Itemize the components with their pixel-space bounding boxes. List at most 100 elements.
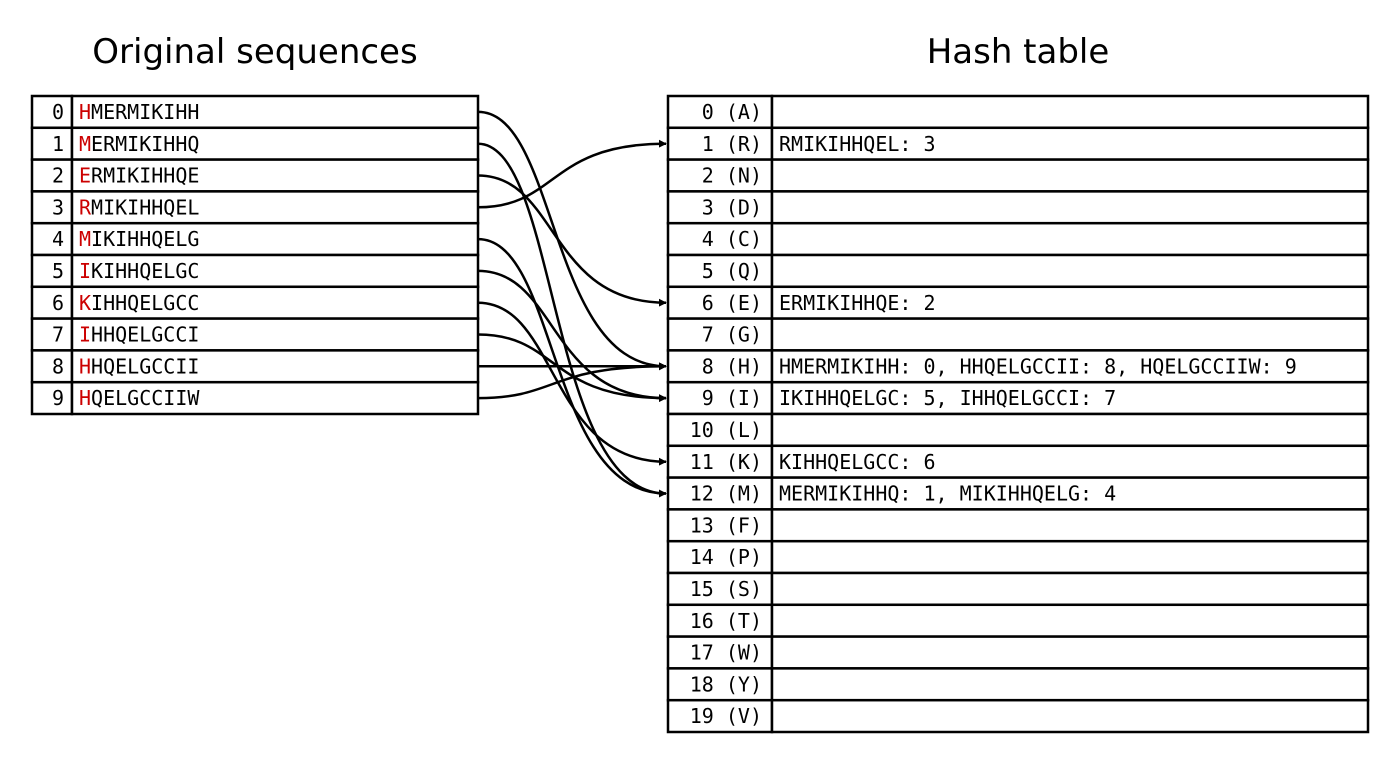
sequence-row: 2 ERMIKIHHQE <box>30 158 480 193</box>
hash-key: 19 (V) <box>690 704 762 728</box>
hash-value: IKIHHQELGC: 5, IHHQELGCCI: 7 <box>779 386 1116 410</box>
sequence-row: 9 HQELGCCIIW <box>30 380 480 416</box>
sequence-text: HQELGCCIIW <box>79 386 200 410</box>
hash-value-cell <box>770 94 1370 130</box>
hash-key: 1 (R) <box>702 132 762 156</box>
sequence-value-cell <box>70 317 480 352</box>
hash-value-cell <box>770 667 1370 702</box>
hash-key: 12 (M) <box>690 482 762 506</box>
hash-value-cell <box>770 698 1370 734</box>
sequence-row: 8 HHQELGCCII <box>30 349 480 384</box>
first-letter: M <box>79 227 91 251</box>
sequence-rest: HQELGCCII <box>91 354 199 378</box>
first-letter: H <box>79 386 91 410</box>
mapping-arrow <box>477 142 667 498</box>
hash-key: 17 (W) <box>690 641 762 665</box>
first-letter: H <box>79 354 91 378</box>
hash-row: 7 (G) <box>666 317 1370 352</box>
sequence-text: HMERMIKIHH <box>79 100 199 124</box>
hash-row: 1 (R) RMIKIHHQEL: 3 <box>666 126 1370 161</box>
hash-row: 17 (W) <box>666 635 1370 670</box>
hash-key: 16 (T) <box>690 609 762 633</box>
mapping-arrow <box>477 110 667 371</box>
hash-key: 18 (Y) <box>690 672 762 696</box>
sequence-row: 6 KIHHQELGCC <box>30 285 480 320</box>
sequence-index-cell <box>30 380 74 416</box>
mapping-arrow <box>477 301 667 466</box>
hash-table: 0 (A) 1 (R) RMIKIHHQEL: 3 2 (N) 3 (D) 4 (C) 5 … <box>666 94 1370 734</box>
hash-row: 18 (Y) <box>666 667 1370 702</box>
hash-row: 9 (I) IKIHHQELGC: 5, IHHQELGCCI: 7 <box>666 380 1370 416</box>
hash-key: 14 (P) <box>690 545 762 569</box>
hash-value-cell <box>770 539 1370 575</box>
first-letter: M <box>79 132 91 156</box>
hash-row: 13 (F) <box>666 508 1370 543</box>
hash-key-cell <box>666 698 774 734</box>
hash-value-cell <box>770 221 1370 257</box>
hash-row: 11 (K) KIHHQELGCC: 6 <box>666 444 1370 479</box>
first-letter: R <box>79 195 92 219</box>
sequence-text: RMIKIHHQEL <box>79 195 199 219</box>
hash-key: 11 (K) <box>690 450 762 474</box>
sequence-value-cell <box>70 190 480 225</box>
sequence-row: 5 IKIHHQELGC <box>30 253 480 289</box>
hash-row: 0 (A) <box>666 94 1370 130</box>
sequence-index: 9 <box>52 386 64 410</box>
hash-value-cell <box>770 603 1370 638</box>
hash-row: 2 (N) <box>666 158 1370 193</box>
sequence-text: HHQELGCCII <box>79 354 199 378</box>
hash-value-cell <box>770 412 1370 448</box>
hash-key: 4 (C) <box>702 227 762 251</box>
hash-value-cell <box>770 635 1370 670</box>
sequence-text: IHHQELGCCI <box>79 323 199 347</box>
hash-row: 4 (C) <box>666 221 1370 257</box>
first-letter: I <box>79 259 91 283</box>
hash-value-cell <box>770 317 1370 352</box>
hash-row: 16 (T) <box>666 603 1370 638</box>
hash-row: 10 (L) <box>666 412 1370 448</box>
sequence-rest: IKIHHQELG <box>91 227 199 251</box>
hash-value: KIHHQELGCC: 6 <box>779 450 936 474</box>
hash-value-cell <box>770 508 1370 543</box>
sequence-index: 8 <box>52 354 64 378</box>
first-letter: I <box>79 323 91 347</box>
hash-value-cell <box>770 571 1370 607</box>
mapping-arrow <box>477 269 667 403</box>
sequence-value-cell <box>70 380 480 416</box>
hash-value: HMERMIKIHH: 0, HHQELGCCII: 8, HQELGCCIIW… <box>779 354 1297 378</box>
sequence-text: MIKIHHQELG <box>79 227 199 251</box>
sequence-text: MERMIKIHHQ <box>79 132 199 156</box>
hash-value-cell <box>770 158 1370 193</box>
hash-row: 8 (H) HMERMIKIHH: 0, HHQELGCCII: 8, HQELG… <box>666 349 1370 384</box>
hash-row: 12 (M) MERMIKIHHQ: 1, MIKIHHQELG: 4 <box>666 476 1370 511</box>
hash-value: ERMIKIHHQE: 2 <box>779 291 936 315</box>
sequence-text: ERMIKIHHQE <box>79 164 199 188</box>
sequence-text: KIHHQELGCC <box>79 291 199 315</box>
hash-key: 8 (H) <box>702 354 762 378</box>
sequence-index: 4 <box>52 227 64 251</box>
sequence-index: 2 <box>52 164 64 188</box>
hash-key-cell <box>666 444 774 479</box>
hash-value-cell <box>770 126 1370 161</box>
hash-value: RMIKIHHQEL: 3 <box>779 132 936 156</box>
hash-key: 13 (F) <box>690 513 762 537</box>
sequence-rest: MERMIKIHH <box>91 100 199 124</box>
hash-key: 3 (D) <box>702 195 762 219</box>
hash-key: 6 (E) <box>702 291 762 315</box>
hash-row: 14 (P) <box>666 539 1370 575</box>
sequence-row: 7 IHHQELGCCI <box>30 317 480 352</box>
hash-row: 19 (V) <box>666 698 1370 734</box>
hash-key: 2 (N) <box>702 164 762 188</box>
hash-row: 3 (D) <box>666 190 1370 225</box>
sequence-index: 6 <box>52 291 64 315</box>
sequence-value-cell <box>70 285 480 320</box>
mapping-arrow <box>477 139 667 209</box>
hash-value-cell <box>770 253 1370 289</box>
sequence-value-cell <box>70 221 480 257</box>
hash-value: MERMIKIHHQ: 1, MIKIHHQELG: 4 <box>779 482 1116 506</box>
first-letter: K <box>79 291 91 315</box>
sequence-row: 1 MERMIKIHHQ <box>30 126 480 161</box>
sequence-index: 5 <box>52 259 64 283</box>
mapping-arrow <box>477 174 667 307</box>
